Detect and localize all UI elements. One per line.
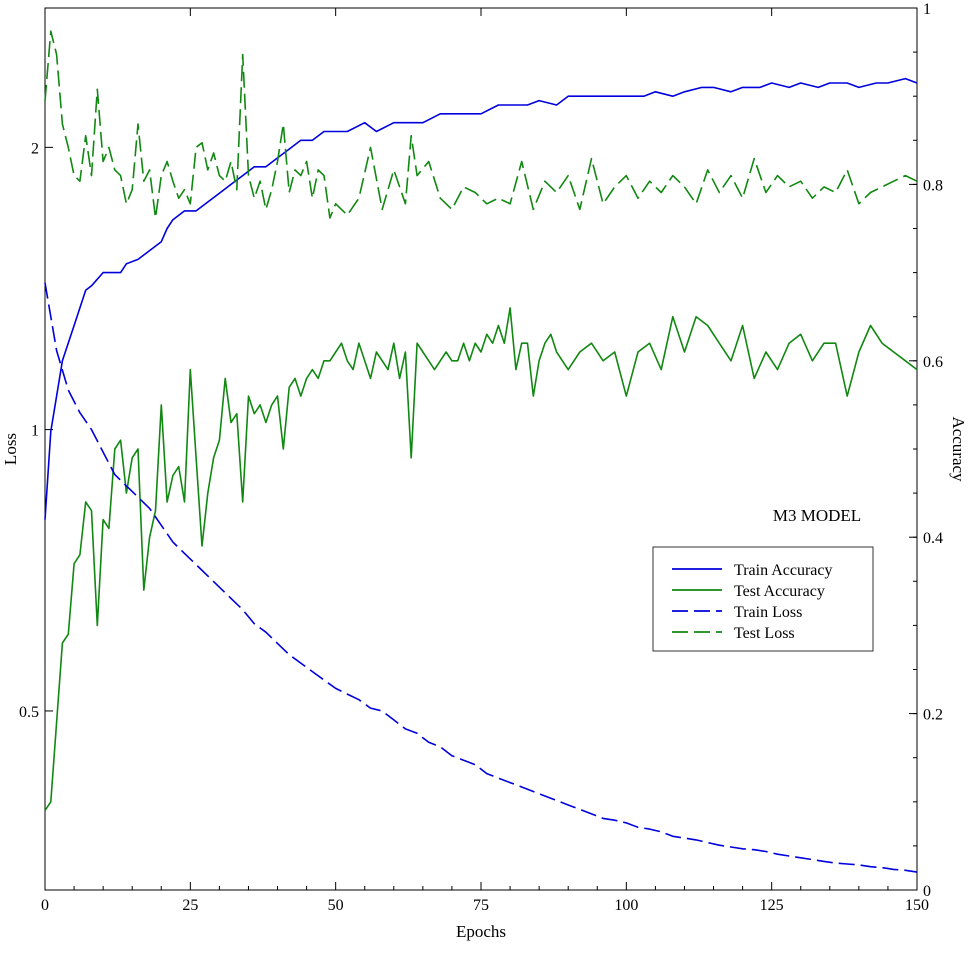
x-tick-label: 75 — [473, 897, 489, 914]
x-tick-label: 25 — [182, 897, 198, 914]
legend-label: Train Loss — [734, 604, 802, 621]
legend-label: Test Loss — [734, 625, 795, 642]
legend-label: Test Accuracy — [734, 583, 825, 600]
chart-title: M3 MODEL — [773, 506, 861, 525]
y-right-tick-label: 0.6 — [923, 354, 943, 371]
x-axis-ticks: 0 25 50 75 100 125 150 — [41, 8, 929, 914]
y-left-tick-label: 1 — [31, 423, 39, 440]
plot-frame — [44, 7, 918, 891]
y-left-axis-label: Loss — [1, 433, 20, 465]
legend-box — [652, 546, 874, 652]
series-line-test-accuracy — [44, 307, 918, 812]
y-right-axis-ticks: 0 0.2 0.4 0.6 0.8 1 — [909, 1, 943, 900]
legend-label: Train Accuracy — [734, 562, 833, 579]
y-right-tick-label: 0 — [923, 883, 931, 900]
y-right-tick-label: 1 — [923, 1, 931, 18]
x-tick-label: 50 — [328, 897, 344, 914]
series-line-train-loss — [44, 282, 918, 873]
x-tick-label: 100 — [614, 897, 638, 914]
series-layer — [44, 30, 918, 873]
y-left-tick-label: 0.5 — [19, 704, 39, 721]
y-right-tick-label: 0.2 — [923, 707, 943, 724]
x-tick-label: 0 — [41, 897, 49, 914]
series-line-train-accuracy — [44, 77, 918, 520]
x-tick-label: 150 — [905, 897, 929, 914]
y-left-tick-label: 2 — [31, 140, 39, 157]
series-line-test-loss — [44, 30, 918, 219]
y-right-axis-label: Accuracy — [949, 416, 968, 482]
y-right-tick-label: 0.8 — [923, 177, 943, 194]
legend: Train Accuracy Test Accuracy Train Loss Tes… — [652, 546, 874, 652]
x-tick-label: 125 — [760, 897, 784, 914]
y-left-axis-ticks: 0.5 1 2 — [19, 140, 53, 721]
x-axis-label: Epochs — [456, 922, 506, 941]
y-right-tick-label: 0.4 — [923, 530, 943, 547]
